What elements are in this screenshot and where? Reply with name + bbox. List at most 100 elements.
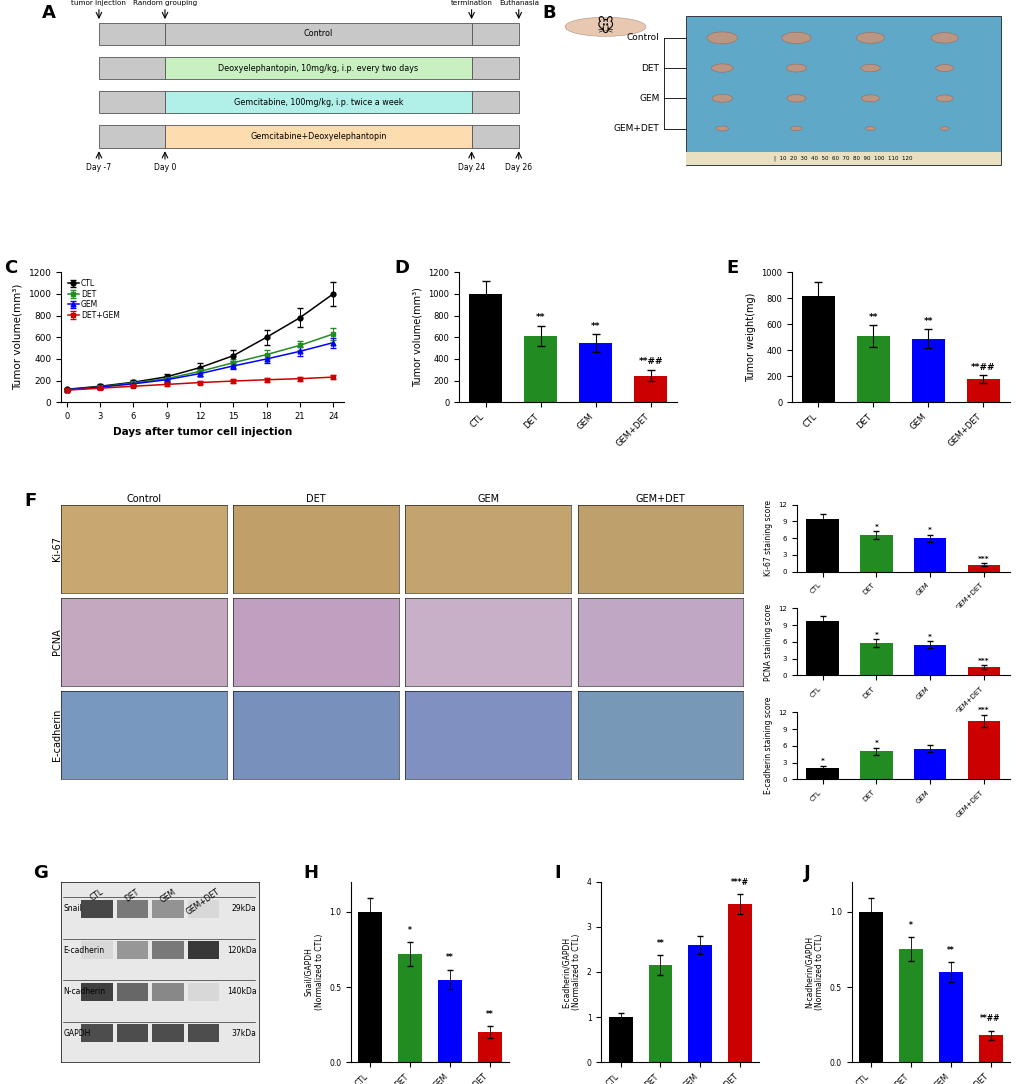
Bar <box>478 1032 501 1062</box>
Bar <box>469 294 501 402</box>
Text: Subcutaneous
tumor injection: Subcutaneous tumor injection <box>71 0 126 7</box>
Text: **##: **## <box>979 1015 1000 1023</box>
Bar <box>967 721 1000 779</box>
Text: G: G <box>34 864 48 881</box>
Text: *: * <box>873 524 877 530</box>
Text: J: J <box>804 864 810 881</box>
Text: Control: Control <box>304 29 332 38</box>
Text: ***: *** <box>977 707 988 713</box>
Bar <box>806 518 838 571</box>
Ellipse shape <box>787 94 805 102</box>
Text: E-cadherin: E-cadherin <box>63 946 104 955</box>
Bar <box>187 941 219 959</box>
Bar <box>81 983 112 1001</box>
Text: DET: DET <box>123 887 141 903</box>
Text: **: ** <box>923 317 932 326</box>
Bar <box>471 57 519 79</box>
Bar <box>801 296 835 402</box>
Text: GEM: GEM <box>638 94 658 103</box>
Bar <box>688 945 711 1062</box>
Text: Gemcitabine+Deoxyelephantopin: Gemcitabine+Deoxyelephantopin <box>250 132 386 141</box>
Text: **: ** <box>656 939 663 948</box>
Text: CTL: CTL <box>89 887 105 903</box>
Text: *: * <box>873 740 877 746</box>
Bar <box>856 336 889 402</box>
Y-axis label: Tumor volume(mm³): Tumor volume(mm³) <box>413 287 423 387</box>
Ellipse shape <box>930 33 957 43</box>
Text: **: ** <box>868 313 877 322</box>
Ellipse shape <box>781 33 810 43</box>
Bar <box>471 91 519 114</box>
Y-axis label: PCNA: PCNA <box>52 629 62 656</box>
Text: GEM: GEM <box>158 887 177 904</box>
Bar <box>579 344 611 402</box>
Text: Day 24: Day 24 <box>458 164 485 172</box>
Bar <box>152 900 183 918</box>
Bar <box>81 900 112 918</box>
Y-axis label: E-cadherin staining score: E-cadherin staining score <box>763 697 771 795</box>
Bar <box>99 91 165 114</box>
Text: **: ** <box>486 1010 493 1019</box>
Text: 140kDa: 140kDa <box>227 988 257 996</box>
Text: Deoxyelephantopin, 10mg/kg, i.p. every two days: Deoxyelephantopin, 10mg/kg, i.p. every t… <box>218 64 418 73</box>
Text: A: A <box>43 4 56 23</box>
Bar <box>99 57 165 79</box>
Text: Gemcitabine, 100mg/kg, i.p. twice a week: Gemcitabine, 100mg/kg, i.p. twice a week <box>233 98 403 106</box>
Bar <box>913 749 946 779</box>
Text: 29kDa: 29kDa <box>231 904 257 913</box>
Bar <box>471 23 519 46</box>
Bar <box>686 153 1000 165</box>
Bar <box>913 645 946 675</box>
Bar <box>99 23 165 46</box>
Text: 37kDa: 37kDa <box>231 1029 257 1037</box>
Bar <box>966 379 999 402</box>
Bar <box>524 336 556 402</box>
Text: Euthanasia: Euthanasia <box>498 0 538 7</box>
Bar <box>471 126 519 147</box>
Text: **: ** <box>590 322 600 331</box>
Text: *: * <box>873 632 877 637</box>
Text: **: ** <box>535 313 545 322</box>
Bar <box>397 954 422 1062</box>
Text: N-cadherin: N-cadherin <box>63 988 105 996</box>
Text: GEM+DET: GEM+DET <box>184 887 222 917</box>
Bar <box>152 983 183 1001</box>
Text: I: I <box>553 864 560 881</box>
Ellipse shape <box>856 33 883 43</box>
Text: |  10  20  30  40  50  60  70  80  90  100  110  120: | 10 20 30 40 50 60 70 80 90 100 110 120 <box>773 156 912 162</box>
Y-axis label: Snail/GAPDH
(Normalized to CTL): Snail/GAPDH (Normalized to CTL) <box>304 933 323 1010</box>
Ellipse shape <box>861 94 878 102</box>
Text: *: * <box>927 527 931 533</box>
Text: ***#: ***# <box>731 878 749 887</box>
Bar <box>437 980 462 1062</box>
Bar <box>187 983 219 1001</box>
Legend: CTL, DET, GEM, DET+GEM: CTL, DET, GEM, DET+GEM <box>65 276 123 323</box>
Bar <box>165 91 471 114</box>
Text: H: H <box>304 864 318 881</box>
Ellipse shape <box>715 126 728 131</box>
Bar <box>358 912 382 1062</box>
Bar <box>165 126 471 147</box>
Text: Control: Control <box>626 34 658 42</box>
Bar <box>116 900 148 918</box>
Text: Day 0: Day 0 <box>154 164 176 172</box>
Text: ***: *** <box>977 556 988 562</box>
Text: **: ** <box>445 954 453 963</box>
Text: **: ** <box>946 946 954 955</box>
Y-axis label: Tumor volume(mm³): Tumor volume(mm³) <box>13 284 22 390</box>
Text: Snail: Snail <box>63 904 82 913</box>
Bar <box>99 126 165 147</box>
Bar <box>608 1017 632 1062</box>
Ellipse shape <box>934 65 953 72</box>
Text: Day 26: Day 26 <box>504 164 532 172</box>
Bar <box>187 900 219 918</box>
Bar <box>187 1024 219 1043</box>
Text: Day -7: Day -7 <box>87 164 111 172</box>
Bar <box>858 912 882 1062</box>
Bar <box>686 15 1000 165</box>
Bar <box>648 965 672 1062</box>
Bar <box>116 941 148 959</box>
Bar <box>165 23 471 46</box>
Text: Random grouping: Random grouping <box>132 0 197 7</box>
Bar <box>634 376 666 402</box>
